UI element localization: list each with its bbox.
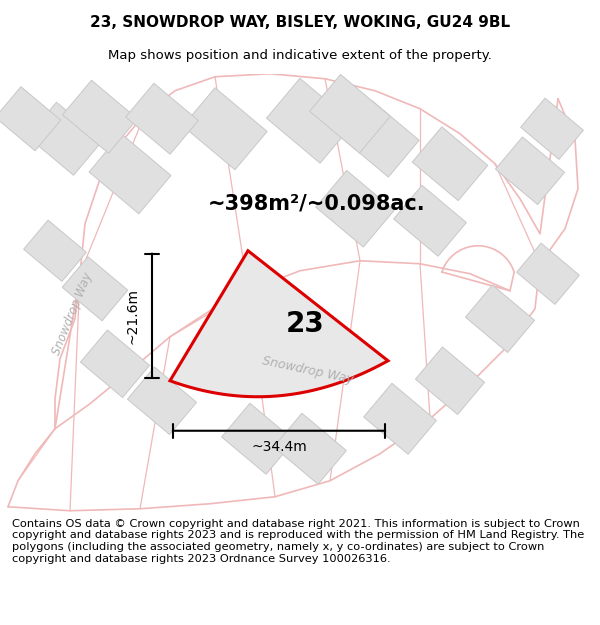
Polygon shape	[496, 137, 565, 204]
Polygon shape	[170, 251, 388, 397]
Polygon shape	[23, 220, 86, 281]
Polygon shape	[364, 383, 436, 454]
Text: ~34.4m: ~34.4m	[251, 440, 307, 454]
Polygon shape	[394, 185, 466, 256]
Text: Map shows position and indicative extent of the property.: Map shows position and indicative extent…	[108, 49, 492, 62]
Text: 23: 23	[286, 310, 325, 338]
Text: ~398m²/~0.098ac.: ~398m²/~0.098ac.	[208, 194, 425, 214]
Polygon shape	[310, 74, 391, 153]
Polygon shape	[80, 330, 149, 398]
Polygon shape	[28, 102, 103, 175]
Polygon shape	[127, 367, 197, 434]
Polygon shape	[221, 403, 295, 474]
Polygon shape	[266, 78, 353, 163]
Polygon shape	[62, 257, 128, 321]
Polygon shape	[89, 134, 171, 214]
Text: Snowdrop Way: Snowdrop Way	[261, 355, 355, 387]
Polygon shape	[415, 347, 485, 414]
Polygon shape	[183, 88, 267, 170]
Polygon shape	[125, 83, 199, 154]
Polygon shape	[517, 243, 580, 304]
Polygon shape	[521, 98, 583, 159]
Polygon shape	[274, 413, 346, 484]
Text: ~21.6m: ~21.6m	[126, 288, 140, 344]
Polygon shape	[316, 171, 394, 247]
Text: 23, SNOWDROP WAY, BISLEY, WOKING, GU24 9BL: 23, SNOWDROP WAY, BISLEY, WOKING, GU24 9…	[90, 14, 510, 29]
Polygon shape	[0, 87, 61, 151]
Polygon shape	[412, 127, 488, 201]
Text: Contains OS data © Crown copyright and database right 2021. This information is : Contains OS data © Crown copyright and d…	[12, 519, 584, 564]
Polygon shape	[466, 285, 535, 352]
Text: Snowdrop Way: Snowdrop Way	[49, 271, 95, 357]
Polygon shape	[62, 80, 137, 153]
Polygon shape	[341, 101, 419, 177]
